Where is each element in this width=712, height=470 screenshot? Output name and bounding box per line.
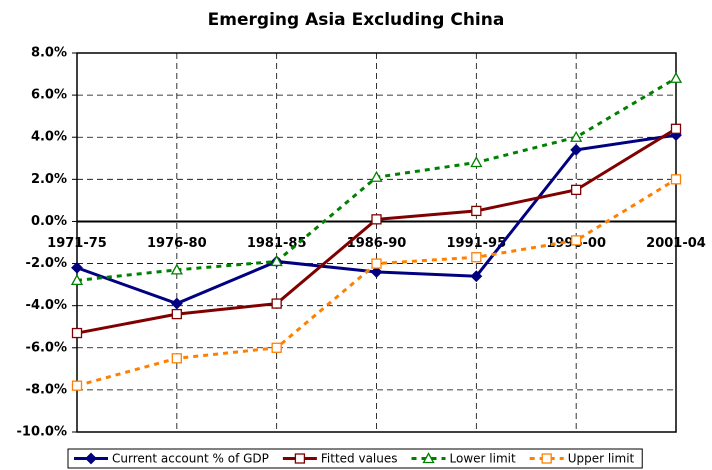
y-tick-label: 0.0% bbox=[31, 214, 67, 229]
y-tick-label: 6.0% bbox=[31, 88, 67, 103]
data-point bbox=[570, 130, 583, 142]
y-tick-label: 4.0% bbox=[31, 130, 67, 145]
data-point bbox=[71, 261, 83, 274]
data-point bbox=[571, 184, 582, 196]
x-tick-label: 1981-85 bbox=[247, 236, 307, 251]
y-tick-label: -2.0% bbox=[26, 256, 67, 271]
data-point bbox=[371, 214, 382, 225]
legend-box bbox=[67, 448, 643, 469]
data-point bbox=[370, 266, 383, 278]
data-point bbox=[670, 123, 682, 134]
data-point bbox=[370, 170, 383, 182]
legend-label: Current account % of GDP bbox=[112, 452, 269, 466]
data-point bbox=[171, 353, 182, 364]
data-point bbox=[270, 255, 283, 267]
data-point bbox=[71, 380, 83, 391]
data-point bbox=[471, 252, 482, 263]
y-tick-label: -8.0% bbox=[26, 382, 67, 397]
y-tick-label: 2.0% bbox=[31, 172, 67, 187]
data-point bbox=[670, 174, 682, 185]
data-point bbox=[171, 308, 182, 320]
legend-label: Upper limit bbox=[568, 452, 635, 466]
legend-marker bbox=[85, 452, 97, 465]
x-tick-label: 2001-04 bbox=[646, 236, 706, 251]
plot-border bbox=[76, 52, 677, 433]
data-point bbox=[470, 156, 483, 168]
y-tick-label: -4.0% bbox=[26, 298, 67, 313]
data-point bbox=[170, 297, 183, 310]
data-point bbox=[669, 71, 683, 83]
data-point bbox=[71, 327, 83, 339]
x-tick-label: 1986-90 bbox=[347, 236, 407, 251]
data-point bbox=[570, 143, 583, 156]
chart-title: Emerging Asia Excluding China bbox=[208, 10, 505, 30]
x-tick-label: 1991-95 bbox=[446, 236, 506, 251]
x-tick-label: 1976-80 bbox=[147, 236, 207, 251]
data-point bbox=[471, 205, 482, 217]
data-point bbox=[70, 274, 84, 286]
y-tick-label: -10.0% bbox=[17, 425, 68, 440]
legend-label: Fitted values bbox=[321, 452, 398, 466]
x-tick-label: 1971-75 bbox=[47, 236, 107, 251]
y-tick-label: -6.0% bbox=[26, 340, 67, 355]
legend-marker bbox=[422, 452, 435, 464]
data-point bbox=[170, 263, 183, 275]
data-point bbox=[271, 342, 282, 353]
legend: Current account % of GDP Fitted values Low… bbox=[67, 448, 643, 469]
data-point bbox=[271, 298, 282, 309]
data-point bbox=[470, 270, 483, 283]
legend-marker bbox=[541, 453, 552, 464]
legend-label: Lower limit bbox=[450, 452, 516, 466]
legend-marker bbox=[294, 453, 306, 464]
data-point bbox=[571, 235, 582, 246]
y-tick-label: 8.0% bbox=[31, 46, 67, 61]
data-point bbox=[371, 258, 382, 269]
